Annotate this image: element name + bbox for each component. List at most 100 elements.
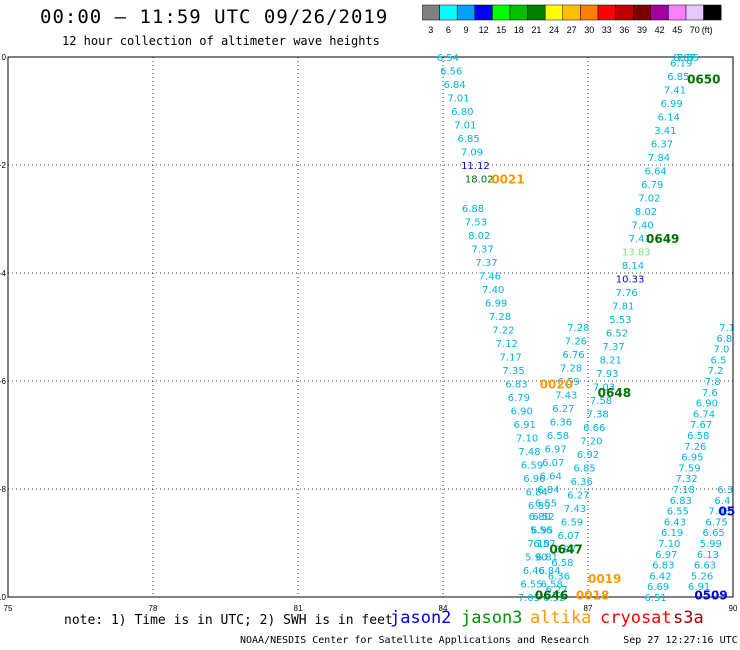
swh-value: 6.56	[440, 67, 462, 78]
swh-value: 6.13	[697, 550, 719, 561]
swh-value: 6.89	[528, 501, 550, 512]
swh-value: 6.79	[641, 180, 663, 191]
swh-value: 6.27	[552, 404, 574, 415]
swh-value: 7.17	[500, 353, 522, 364]
swh-value: 8.02	[468, 231, 490, 242]
swh-value: 6.58	[547, 431, 569, 442]
lon-tick-label: 84	[439, 604, 448, 613]
swh-value: 7.84	[648, 153, 670, 164]
swh-value: 6.58	[687, 431, 709, 442]
swh-value: 7.1	[719, 323, 735, 334]
colorbar-tick: 18	[514, 25, 524, 35]
swh-value: 6.84	[443, 80, 465, 91]
swh-value: 7.26	[565, 337, 587, 348]
swh-value: 18.02	[465, 175, 494, 186]
swh-value: 6.97	[544, 445, 566, 456]
swh-value: 6.63	[694, 561, 716, 572]
swh-value: 10.33	[616, 274, 645, 285]
swh-value: 13.83	[622, 247, 651, 258]
swh-value: 6.59	[521, 461, 543, 472]
swh-value: 6.19	[661, 528, 683, 539]
swh-value: 6.83	[505, 380, 527, 391]
pass-time-label: 0021	[491, 173, 524, 187]
swh-value: 6.65	[703, 528, 725, 539]
colorbar-tick: 30	[584, 25, 594, 35]
swh-value: 7.53	[465, 218, 487, 229]
pass-time-label: 0509	[694, 588, 727, 602]
mission-jason3: jason3	[461, 608, 523, 628]
swh-value: 7.40	[631, 220, 653, 231]
swh-value: 7.28	[489, 312, 511, 323]
swh-value: 6.58	[551, 558, 573, 569]
swh-value: 7.41	[629, 234, 651, 245]
swh-value: 7.26	[684, 442, 706, 453]
swh-value: 8.21	[600, 355, 622, 366]
swh-value: 6.27	[567, 490, 589, 501]
colorbar-tick: 24	[549, 25, 559, 35]
colorbar-tick: 9	[463, 25, 468, 35]
colorbar-unit: (ft)	[702, 25, 713, 35]
colorbar-tick: 6	[446, 25, 451, 35]
swh-value: 6.99	[660, 99, 682, 110]
swh-value: 7.05	[518, 593, 540, 604]
credit-line: NOAA/NESDIS Center for Satellite Applica…	[240, 635, 740, 646]
swh-value: 3.41	[654, 126, 676, 137]
swh-value: 6.07	[542, 458, 564, 469]
swh-value: 11.12	[461, 161, 490, 172]
page-title: 00:00 – 11:59 UTC 09/26/2019	[40, 6, 389, 28]
swh-value: 6.69	[647, 582, 669, 593]
wave-height-colorbar: 3 6 9 12 15 18 21 24 27 30 33 36 39 42 45 70 (ft)	[422, 4, 722, 35]
swh-value: 7.20	[580, 436, 602, 447]
swh-value: 6.95	[681, 453, 703, 464]
swh-value: 7.32	[675, 474, 697, 485]
swh-value: 6.81	[536, 553, 558, 564]
swh-value: 6.5	[711, 355, 727, 366]
swh-value: 7.0	[713, 345, 729, 356]
swh-value: 5.99	[700, 539, 722, 550]
swh-value: 6.43	[664, 517, 686, 528]
swh-value: 6.36	[550, 418, 572, 429]
swh-value: 7.03	[593, 382, 615, 393]
swh-value: 6.85	[667, 72, 689, 83]
swh-value: 6.55	[520, 580, 542, 591]
swh-value: 6.55	[535, 499, 557, 510]
swh-value: 6.14	[658, 112, 680, 123]
colorbar-tick: 70	[690, 25, 700, 35]
swh-value: 6.79	[508, 393, 530, 404]
swh-value: 7.76	[616, 288, 638, 299]
pass-time-label: 05	[719, 505, 736, 519]
colorbar-tick: 12	[479, 25, 489, 35]
lat-tick-label: -2	[0, 161, 7, 170]
swh-value: 6.64	[540, 472, 562, 483]
swh-value: 6.92	[577, 450, 599, 461]
lat-tick-label: -8	[0, 485, 7, 494]
swh-value: 7.01	[447, 94, 469, 105]
swh-value: 7.59	[678, 463, 700, 474]
pass-time-labels: 0021 0020 0019 0018 0650 0649 0648 0647 0646 0509…	[491, 73, 735, 603]
mission-jason2: jason2	[390, 608, 452, 628]
footer-note: note: 1) Time is in UTC; 2) SWH is in fe…	[64, 613, 393, 628]
map-frame	[7, 56, 734, 598]
swh-value: 7.05	[677, 53, 699, 64]
swh-value: 8.07	[674, 53, 696, 64]
swh-value: 6.97	[554, 544, 576, 555]
swh-value: 6.84	[538, 566, 560, 577]
swh-value: 6.75	[705, 517, 727, 528]
page-subtitle: 12 hour collection of altimeter wave hei…	[62, 34, 380, 48]
swh-value: 7.37	[475, 258, 497, 269]
swh-value: 6.51	[645, 593, 667, 604]
swh-value: 6.8	[716, 334, 732, 345]
swh-value: 6.37	[651, 139, 673, 150]
swh-value: 6.4	[714, 496, 730, 507]
swh-value: 6.46	[523, 566, 545, 577]
swh-value: 6.91	[514, 420, 536, 431]
lat-tick-label: -6	[0, 377, 7, 386]
colorbar-tick: 45	[672, 25, 682, 35]
swh-value: 7.41	[664, 85, 686, 96]
swh-value: 7.8	[705, 377, 721, 388]
swh-value: 5.90	[525, 553, 547, 564]
swh-value: 6.84	[537, 485, 559, 496]
swh-value: 7.10	[528, 539, 550, 550]
swh-value: 6.85	[457, 134, 479, 145]
pass-time-label: 0646	[535, 588, 568, 602]
